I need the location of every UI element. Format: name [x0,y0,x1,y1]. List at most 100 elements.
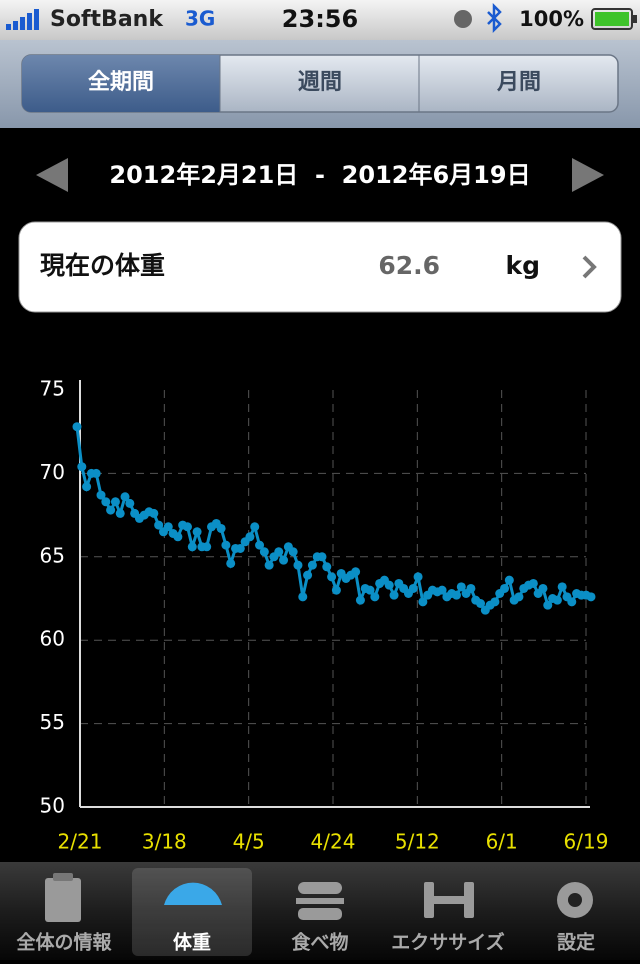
weight-point [91,468,101,478]
weight-point [202,542,212,552]
weight-point [259,547,269,557]
bluetooth-icon [487,2,502,34]
tab-label[interactable]: 体重 [173,931,211,954]
tab-label[interactable]: エクササイズ [391,931,504,954]
weight-point [235,543,245,553]
tab-label[interactable]: 設定 [557,932,595,954]
weight-point [586,592,596,602]
weight-point [120,492,130,502]
x-tick-label: 4/24 [311,830,356,854]
date-range: 2012年2月21日 - 2012年6月19日 [109,161,530,189]
weight-point [226,558,236,568]
weight-point [384,580,394,590]
disclosure-arrow [582,255,597,279]
prev-arrow[interactable] [36,158,68,192]
weight-point [115,508,125,518]
x-tick-label: 6/19 [564,830,609,854]
weight-point [307,560,317,570]
x-tick-label: 4/5 [233,830,265,854]
weight-point [245,532,255,542]
weight-point [351,567,361,577]
weight-point [408,583,418,593]
weight-point [163,522,173,532]
weight-point [557,582,567,592]
weight-point [72,422,82,432]
weight-point [182,522,192,532]
weight-point [322,562,332,572]
weight-point [567,597,577,607]
signal-icon [6,9,39,30]
weight-point [504,575,514,585]
weight-point [528,578,538,588]
tab-label[interactable]: 食べ物 [291,931,348,954]
weight-point [413,572,423,582]
carrier: SoftBank [50,7,164,32]
weight-point [216,523,226,533]
segment-selected[interactable] [22,55,220,112]
x-tick-label: 3/18 [142,830,187,854]
weight-point [370,592,380,602]
weight-point [466,583,476,593]
weight-point [187,542,197,552]
weight-point [543,600,553,610]
weight-point [255,540,265,550]
y-tick-label: 55 [40,710,65,734]
weight-point [101,497,111,507]
weight-point [96,490,106,500]
weight-point [451,590,461,600]
x-tick-label: 6/1 [486,830,518,854]
weight-point [303,570,313,580]
weight-point [365,585,375,595]
weight-point [331,585,341,595]
weight-point [490,597,500,607]
battery-text: 100% [519,7,584,31]
weight-point [264,560,274,570]
y-tick-label: 70 [40,460,65,484]
next-arrow[interactable] [572,158,604,192]
weight-line [75,426,592,613]
segment[interactable]: 月間 [496,70,541,95]
weight-point [221,540,231,550]
segment[interactable]: 週間 [298,70,342,95]
status-bar [0,0,640,40]
weight-unit: kg [505,251,540,280]
y-tick-label: 60 [40,627,65,651]
weight-point [317,552,327,562]
weight-point [274,547,284,557]
weight-point [293,560,303,570]
y-tick-label: 75 [40,377,65,401]
weight-point [389,590,399,600]
tab-icons [45,873,593,922]
weight-point [514,592,524,602]
weight-point [110,497,120,507]
chart: 50 55 60 65 70 75 2/21 3/18 4/5 4/24 5/12 6/1 6/19 [40,377,609,854]
weight-point [106,505,116,515]
weight-point [418,597,428,607]
weight-point [552,595,562,605]
segment[interactable]: 全期間 [88,69,154,95]
weight-point [288,547,298,557]
x-tick-label: 2/21 [58,830,103,854]
weight-value: 62.6 [378,251,440,280]
weight-point [456,582,466,592]
weight-point [327,572,337,582]
weight-point [154,520,164,530]
battery-icon [591,8,637,30]
weight-point [355,595,365,605]
y-tick-label: 50 [40,794,65,818]
weight-point [500,583,510,593]
weight-point [476,599,486,609]
weight-point [538,583,548,593]
weight-point [192,527,202,537]
weight-point [125,498,135,508]
weight-card[interactable] [18,221,622,313]
weight-point [149,508,159,518]
weight-point [173,532,183,542]
tab-label[interactable]: 全体の情報 [16,931,112,954]
weight-label: 現在の体重 [40,251,165,280]
weight-point [82,482,92,492]
clock: 23:56 [282,5,358,33]
weight-point [77,462,87,472]
alarm-icon [454,10,472,28]
